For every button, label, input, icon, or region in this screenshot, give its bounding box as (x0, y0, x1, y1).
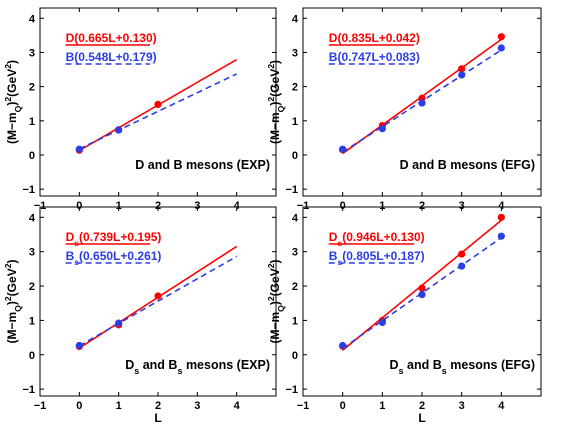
fit-label: D(0.835L+0.042) (329, 31, 420, 45)
x-tick-label: 0 (340, 200, 346, 212)
x-tick-label: 1 (379, 200, 385, 212)
data-point (115, 126, 123, 134)
fit-label: Bs(0.805L+0.187) (329, 249, 425, 267)
fit-label: D(0.665L+0.130) (66, 31, 157, 45)
y-tick-label: 1 (292, 315, 298, 327)
y-tick-label: 3 (29, 47, 35, 59)
data-point (418, 284, 426, 292)
x-tick-label: 4 (234, 200, 241, 212)
y-tick-label: 0 (292, 150, 298, 162)
fit-label: Ds(0.739L+0.195) (66, 230, 162, 248)
chart-panel-3: −1 0 1 2 3 4 −1 0 1 2 3 4 (M−mQ)2(GeV2) L Ds(0.739L+0.… (3, 206, 277, 425)
y-tick-label: 3 (292, 247, 298, 259)
data-point (115, 319, 123, 327)
fit-label: Ds(0.946L+0.130) (329, 230, 425, 248)
data-point (497, 33, 505, 41)
x-tick-label: −1 (34, 200, 47, 212)
data-point (378, 125, 386, 133)
data-point (75, 145, 83, 153)
x-tick-label: −1 (297, 200, 310, 212)
data-point (339, 341, 347, 350)
y-tick-label: 4 (292, 13, 299, 25)
chart-panel-4: −1 0 1 2 3 4 −1 0 1 2 3 4 (M−mQ)2(GeV2) L Ds(0.946L+0.… (266, 206, 542, 425)
x-tick-label: 1 (116, 200, 122, 212)
panel-label: Ds and Bs mesons (EFG) (390, 358, 535, 376)
y-axis-label: (M−mQ)2(GeV2) (266, 260, 286, 344)
x-tick-label: 3 (459, 200, 465, 212)
x-tick-label: 4 (498, 200, 505, 212)
x-tick-label: 0 (76, 200, 82, 212)
x-axis-label: L (418, 411, 425, 425)
x-tick-label: 2 (155, 400, 161, 412)
y-tick-label: 2 (292, 281, 298, 293)
y-tick-label: 0 (29, 350, 35, 362)
x-tick-label: −1 (297, 400, 310, 412)
y-tick-label: 2 (29, 281, 35, 293)
x-tick-label: 1 (379, 400, 385, 412)
data-point (458, 71, 466, 79)
data-point (339, 145, 347, 153)
panel-label: D and B mesons (EXP) (135, 158, 270, 172)
data-point (154, 292, 162, 300)
x-tick-label: 4 (498, 400, 505, 412)
fit-line-b (78, 73, 238, 150)
data-point (458, 262, 466, 270)
y-tick-label: 2 (29, 82, 35, 94)
data-point (497, 232, 505, 240)
y-tick-label: 4 (29, 13, 36, 25)
y-axis-label: (M−mQ)2(GeV2) (3, 260, 23, 344)
x-tick-label: 0 (76, 400, 82, 412)
chart-panel-1: −1 0 1 2 3 4 −1 0 1 2 3 4 (M−mQ)2(GeV2) D(0.665L+0.13… (3, 7, 277, 212)
x-tick-label: 4 (234, 400, 241, 412)
y-tick-label: 0 (29, 150, 35, 162)
data-point (497, 44, 505, 52)
y-tick-label: 1 (29, 315, 35, 327)
data-point (458, 250, 466, 258)
fit-label: B(0.548L+0.179) (66, 50, 157, 64)
y-tick-label: 0 (292, 350, 298, 362)
x-tick-label: 3 (194, 200, 200, 212)
y-tick-label: 4 (292, 212, 299, 224)
y-axis-label: (M−mQ)2(GeV2) (3, 60, 23, 144)
y-tick-label: 1 (292, 116, 298, 128)
x-tick-label: 0 (340, 400, 346, 412)
data-point (418, 291, 426, 299)
panel-label: Ds and Bs mesons (EXP) (125, 358, 270, 376)
y-tick-label: −1 (285, 384, 298, 396)
x-tick-label: 2 (155, 200, 161, 212)
y-tick-label: 3 (292, 47, 298, 59)
y-tick-label: 4 (29, 212, 36, 224)
y-tick-label: 1 (29, 116, 35, 128)
panel-label: D and B mesons (EFG) (400, 158, 535, 172)
chart-panel-2: −1 0 1 2 3 4 −1 0 1 2 3 4 (M−mQ)2(GeV2) D(0.835L+0.04… (266, 7, 542, 212)
data-point (154, 100, 162, 108)
y-tick-label: 2 (292, 82, 298, 94)
x-tick-label: 3 (194, 400, 200, 412)
x-axis-label: L (154, 411, 161, 425)
fit-line-bs (78, 255, 238, 347)
fit-line-bs (342, 237, 502, 349)
y-tick-label: 3 (29, 247, 35, 259)
data-point (418, 99, 426, 107)
x-tick-label: 1 (116, 400, 122, 412)
x-tick-label: 2 (419, 400, 425, 412)
x-tick-label: −1 (34, 400, 47, 412)
y-tick-label: −1 (22, 384, 35, 396)
fit-label: B(0.747L+0.083) (329, 50, 420, 64)
x-tick-label: 2 (419, 200, 425, 212)
x-tick-label: 3 (459, 400, 465, 412)
fit-label: Bs(0.650L+0.261) (66, 249, 162, 267)
y-axis-label: (M−mQ)2(GeV2) (266, 60, 286, 144)
data-point (497, 213, 505, 221)
y-tick-label: −1 (22, 184, 35, 196)
data-point (378, 318, 386, 327)
data-point (75, 341, 83, 350)
data-point (458, 65, 466, 73)
y-tick-label: −1 (285, 184, 298, 196)
